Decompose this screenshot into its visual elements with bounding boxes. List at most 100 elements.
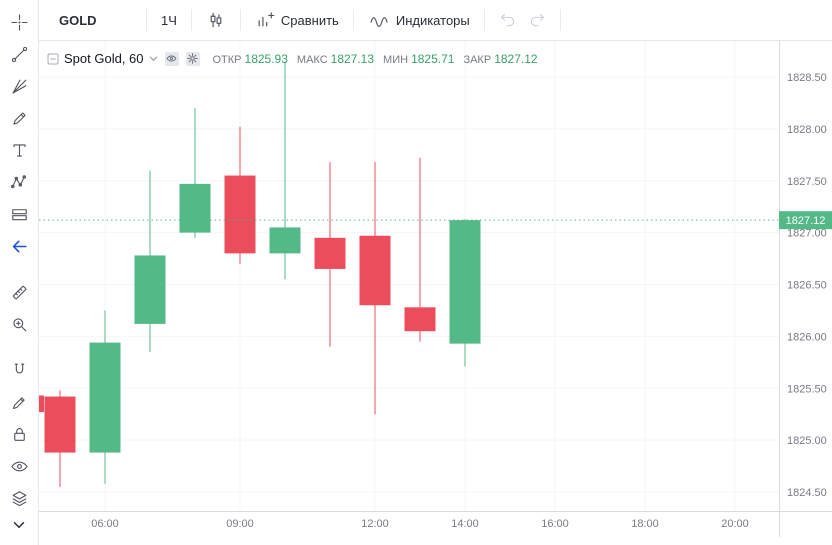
toolbar-separator bbox=[146, 9, 147, 31]
ohlc-value: 1827.13 bbox=[330, 51, 375, 66]
tool-edit-pencil[interactable] bbox=[5, 388, 33, 416]
ohlc-pair: МИН 1825.71 bbox=[383, 52, 454, 66]
tool-crosshair[interactable] bbox=[5, 8, 33, 36]
undo-button[interactable] bbox=[490, 0, 526, 40]
edit-pencil-icon bbox=[12, 396, 25, 409]
ohlc-value: 1825.71 bbox=[411, 51, 455, 66]
zoom-in-icon bbox=[12, 317, 26, 331]
price-axis[interactable] bbox=[779, 41, 832, 511]
tool-text-tool[interactable] bbox=[5, 136, 33, 164]
hide-all-icon bbox=[10, 461, 28, 471]
main-column: GOLD 1Ч Сравнить bbox=[39, 0, 832, 537]
time-axis-label: 20:00 bbox=[721, 518, 749, 530]
legend-visibility-button[interactable] bbox=[164, 51, 179, 66]
chart-pane[interactable]: 1828.50 1828.00 1827.50 1827.00 1826.50 1826.… bbox=[39, 41, 832, 537]
ohlc-label: ЗАКР bbox=[463, 53, 492, 66]
ohlc-value: 1825.93 bbox=[244, 51, 288, 66]
object-tree-icon bbox=[12, 490, 26, 506]
toolbar-separator bbox=[352, 9, 354, 31]
lock-icon bbox=[13, 427, 25, 441]
position-tool-icon bbox=[11, 208, 27, 220]
indicators-label: Индикаторы bbox=[395, 12, 470, 28]
tool-position-tool[interactable] bbox=[5, 200, 33, 228]
chart-legend: Spot Gold, 60 ОТКР 1825.93 МАКС 1827.13 МИН 1… bbox=[47, 51, 538, 66]
tool-magnet[interactable] bbox=[5, 356, 33, 384]
magnet-icon bbox=[14, 363, 24, 373]
price-axis-label: 1824.50 bbox=[787, 487, 827, 499]
candle-body bbox=[89, 342, 121, 453]
tool-ruler[interactable] bbox=[5, 278, 33, 306]
candle-body bbox=[179, 183, 211, 233]
indicators-button[interactable]: Индикаторы bbox=[359, 0, 479, 40]
price-axis-label: 1825.50 bbox=[787, 383, 827, 395]
ruler-icon bbox=[12, 285, 26, 299]
toolbar-separator bbox=[483, 9, 485, 31]
tool-hide-all[interactable] bbox=[5, 452, 33, 480]
tool-trend-line[interactable] bbox=[5, 40, 33, 68]
interval-label: 1Ч bbox=[161, 12, 177, 28]
top-toolbar: GOLD 1Ч Сравнить bbox=[39, 0, 832, 41]
time-axis-label: 14:00 bbox=[451, 518, 479, 530]
candle-body bbox=[44, 396, 76, 453]
drawing-toolbar bbox=[0, 0, 39, 545]
time-axis[interactable] bbox=[39, 511, 832, 537]
minus-square-icon bbox=[47, 53, 59, 64]
tool-gann-fib[interactable] bbox=[5, 72, 33, 100]
ohlc-label: МАКС bbox=[296, 53, 328, 66]
price-axis-label: 1827.00 bbox=[787, 228, 827, 240]
candle-body bbox=[134, 255, 166, 324]
candle-body bbox=[269, 227, 301, 254]
compare-button[interactable]: Сравнить bbox=[246, 0, 348, 40]
symbol-label: GOLD bbox=[59, 12, 97, 28]
toolbar-separator bbox=[559, 9, 561, 31]
toolbar-separator bbox=[190, 9, 192, 31]
candle-body bbox=[224, 175, 256, 254]
eye-icon bbox=[166, 55, 177, 62]
legend-collapse-button[interactable] bbox=[47, 53, 59, 65]
price-axis-label: 1828.50 bbox=[787, 72, 827, 84]
legend-caret[interactable] bbox=[149, 55, 158, 62]
candle-body bbox=[314, 237, 346, 269]
toolbar-group-spacer bbox=[5, 264, 33, 278]
ohlc-pair: ОТКР 1825.93 bbox=[213, 52, 288, 66]
gear-icon bbox=[187, 53, 198, 64]
last-price-label bbox=[779, 211, 832, 230]
tool-zoom-in[interactable] bbox=[5, 310, 33, 338]
candle-body bbox=[404, 307, 436, 332]
brush-icon bbox=[12, 111, 26, 125]
tool-object-tree[interactable] bbox=[5, 484, 33, 512]
partial-candle-body bbox=[39, 395, 44, 413]
candlestick-chart[interactable]: 1828.50 1828.00 1827.50 1827.00 1826.50 1826.… bbox=[39, 41, 832, 537]
ohlc-readout: ОТКР 1825.93 МАКС 1827.13 МИН 1825.71 ЗАКР 1827… bbox=[213, 52, 538, 66]
ohlc-pair: МАКС 1827.13 bbox=[297, 52, 374, 66]
toolbar-separator bbox=[239, 9, 241, 31]
chevron-down-icon bbox=[13, 522, 25, 528]
redo-icon bbox=[530, 13, 544, 27]
indicators-wave-icon bbox=[370, 17, 388, 28]
interval-button[interactable]: 1Ч bbox=[152, 0, 186, 40]
tool-brush[interactable] bbox=[5, 104, 33, 132]
legend-symbol-title[interactable]: Spot Gold, 60 bbox=[64, 51, 144, 66]
toolbar-group-spacer bbox=[5, 342, 33, 356]
last-price-label-text: 1827.12 bbox=[786, 215, 826, 227]
sidebar-more-button[interactable] bbox=[5, 511, 33, 539]
time-axis-label: 12:00 bbox=[361, 518, 389, 530]
price-axis-label: 1828.00 bbox=[787, 124, 827, 136]
price-axis-label: 1827.50 bbox=[787, 176, 827, 188]
crosshair-icon bbox=[10, 13, 28, 31]
time-axis-label: 16:00 bbox=[541, 518, 569, 530]
chart-type-button[interactable] bbox=[197, 0, 235, 40]
tool-lock[interactable] bbox=[5, 420, 33, 448]
drawing-tools-list bbox=[5, 8, 33, 516]
trend-line-icon bbox=[11, 46, 27, 62]
price-axis-label: 1826.50 bbox=[787, 280, 827, 292]
tool-xabcd-pattern[interactable] bbox=[5, 168, 33, 196]
candlestick-icon bbox=[210, 12, 222, 28]
arrow-left-tool-icon bbox=[12, 240, 27, 252]
redo-button[interactable] bbox=[526, 0, 555, 40]
legend-settings-button[interactable] bbox=[185, 51, 200, 66]
symbol-button[interactable]: GOLD bbox=[45, 0, 141, 40]
ohlc-value: 1827.12 bbox=[494, 51, 538, 66]
tool-arrow-left-tool[interactable] bbox=[5, 232, 33, 260]
